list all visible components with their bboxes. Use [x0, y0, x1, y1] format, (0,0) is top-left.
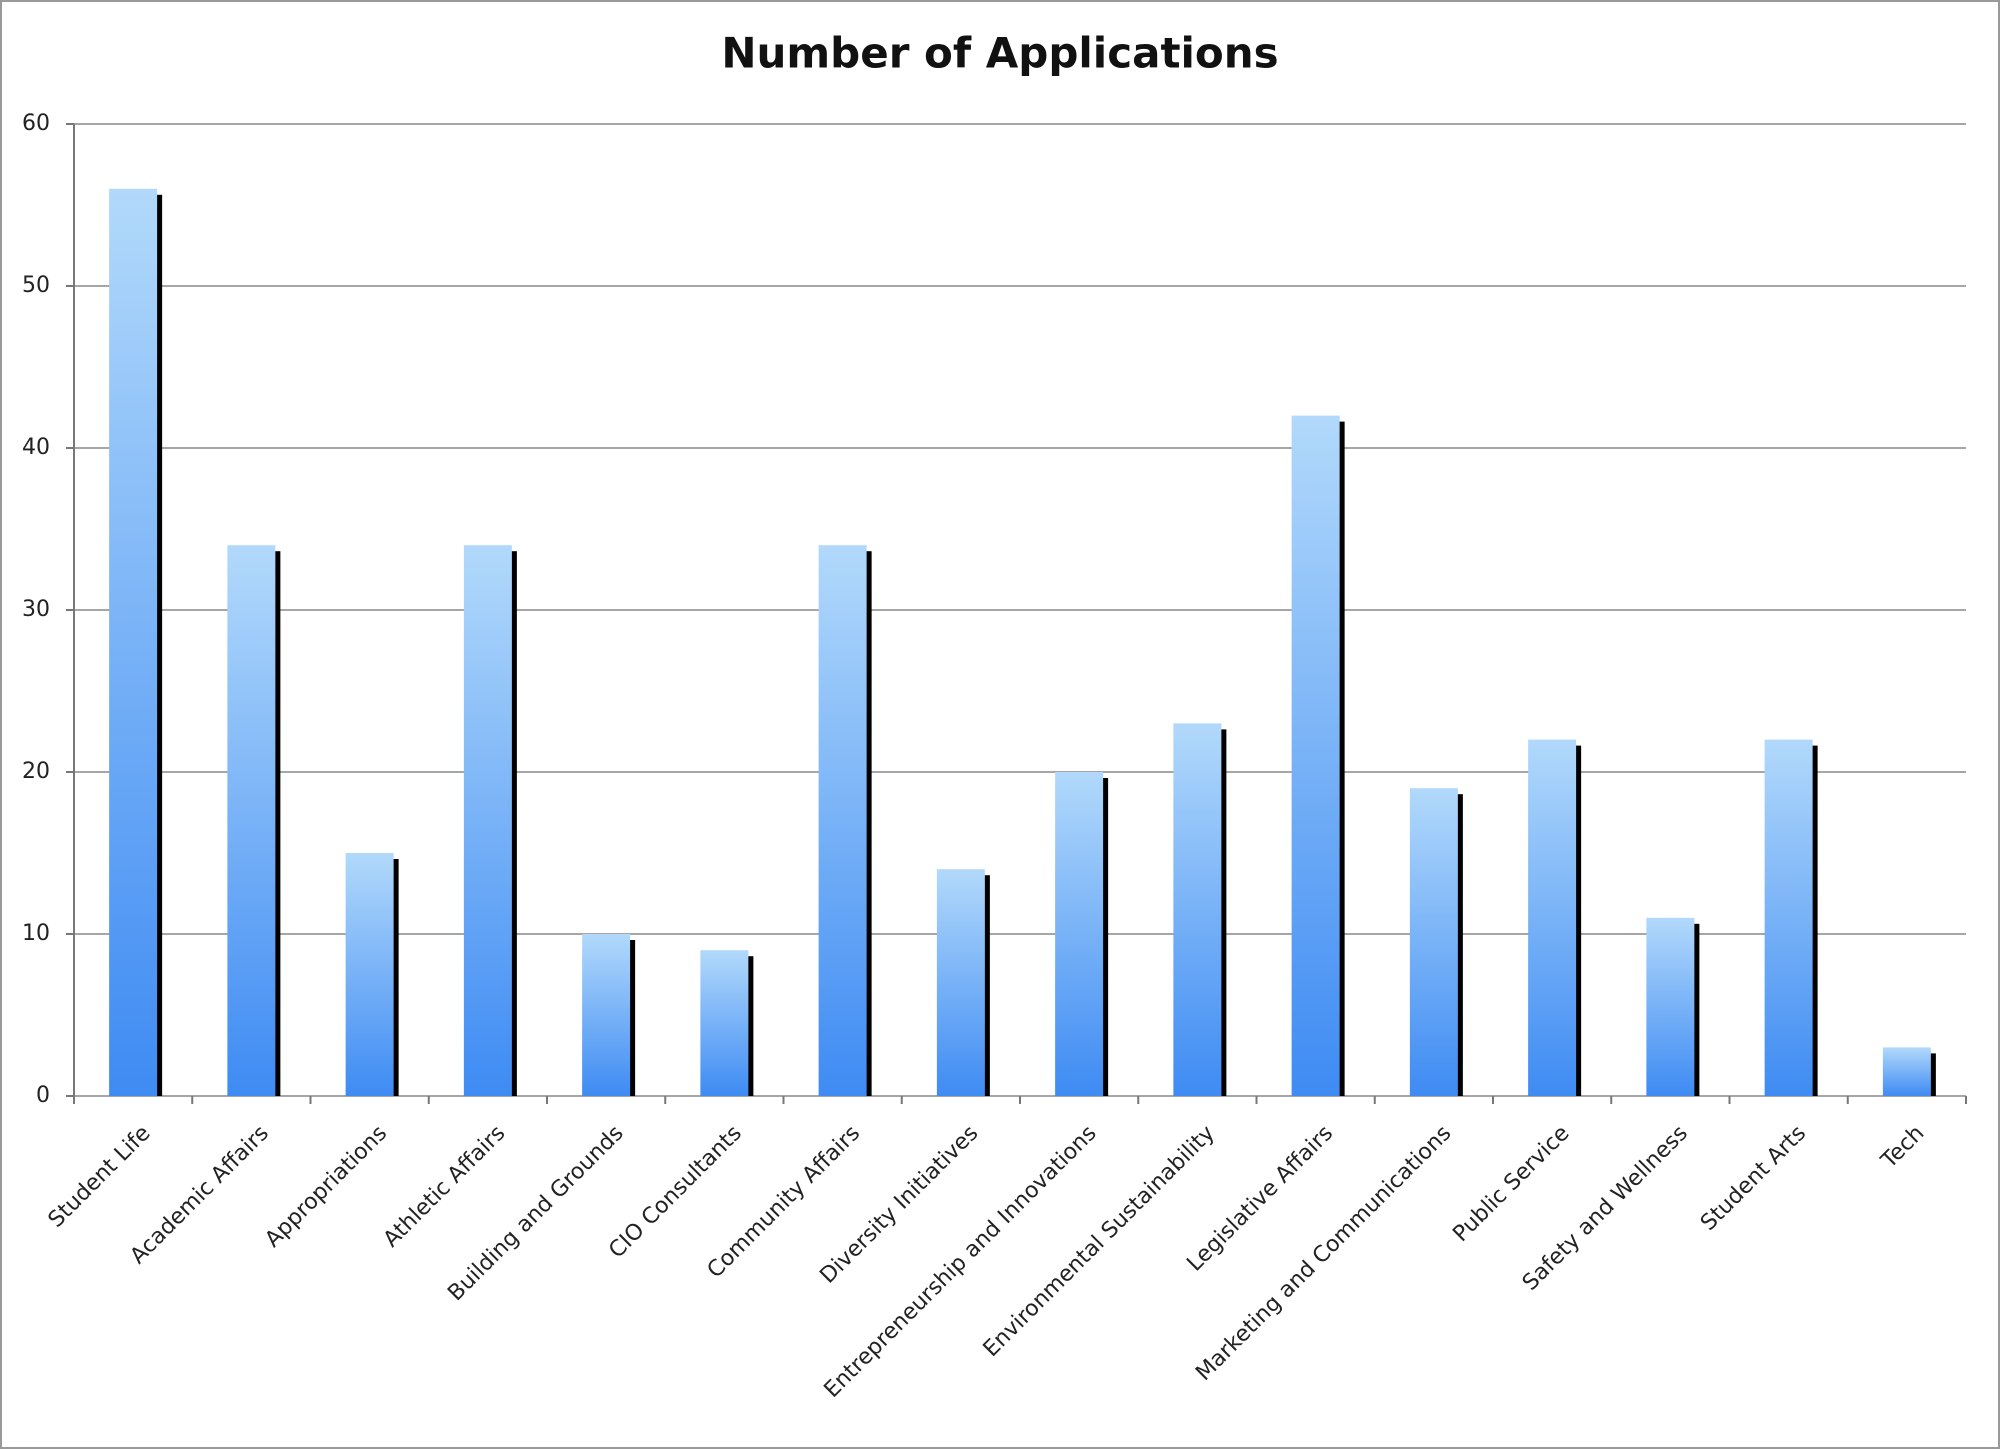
- chart-title: Number of Applications: [721, 29, 1278, 78]
- y-tick-label: 20: [22, 759, 50, 784]
- y-tick-label: 50: [22, 273, 50, 298]
- y-tick-label: 40: [22, 435, 50, 460]
- bar-shadow: [510, 551, 517, 1096]
- bar: [1173, 723, 1222, 1096]
- bar: [1528, 739, 1577, 1096]
- bar-shadow: [1693, 923, 1700, 1096]
- bar: [1409, 788, 1458, 1096]
- bar-shadow: [1220, 729, 1227, 1096]
- y-tick-label: 10: [22, 921, 50, 946]
- bar-shadow: [1456, 794, 1463, 1096]
- bar-shadow: [983, 875, 990, 1096]
- bar: [582, 934, 631, 1096]
- y-tick-label: 0: [36, 1083, 50, 1108]
- bar: [1764, 739, 1813, 1096]
- bar-shadow: [392, 859, 399, 1096]
- bar: [700, 950, 749, 1096]
- bar: [1055, 772, 1104, 1096]
- bar-shadow: [865, 551, 872, 1096]
- bar-shadow: [1575, 745, 1582, 1096]
- bar: [936, 869, 985, 1096]
- bar: [345, 853, 394, 1096]
- bar-shadow: [1338, 421, 1345, 1097]
- bar: [227, 545, 276, 1096]
- bar: [1646, 917, 1695, 1096]
- bar-shadow: [1811, 745, 1818, 1096]
- bar-shadow: [747, 956, 754, 1096]
- bar: [818, 545, 867, 1096]
- y-tick-label: 60: [22, 111, 50, 136]
- bar-shadow: [274, 551, 281, 1096]
- bar: [1291, 415, 1340, 1097]
- bar-shadow: [1102, 778, 1109, 1096]
- bar-shadow: [1929, 1053, 1936, 1096]
- bar: [463, 545, 512, 1096]
- bar-shadow: [629, 940, 636, 1096]
- bar: [109, 188, 158, 1097]
- y-tick-label: 30: [22, 597, 50, 622]
- bar-shadow: [156, 194, 163, 1097]
- bar: [1882, 1047, 1931, 1096]
